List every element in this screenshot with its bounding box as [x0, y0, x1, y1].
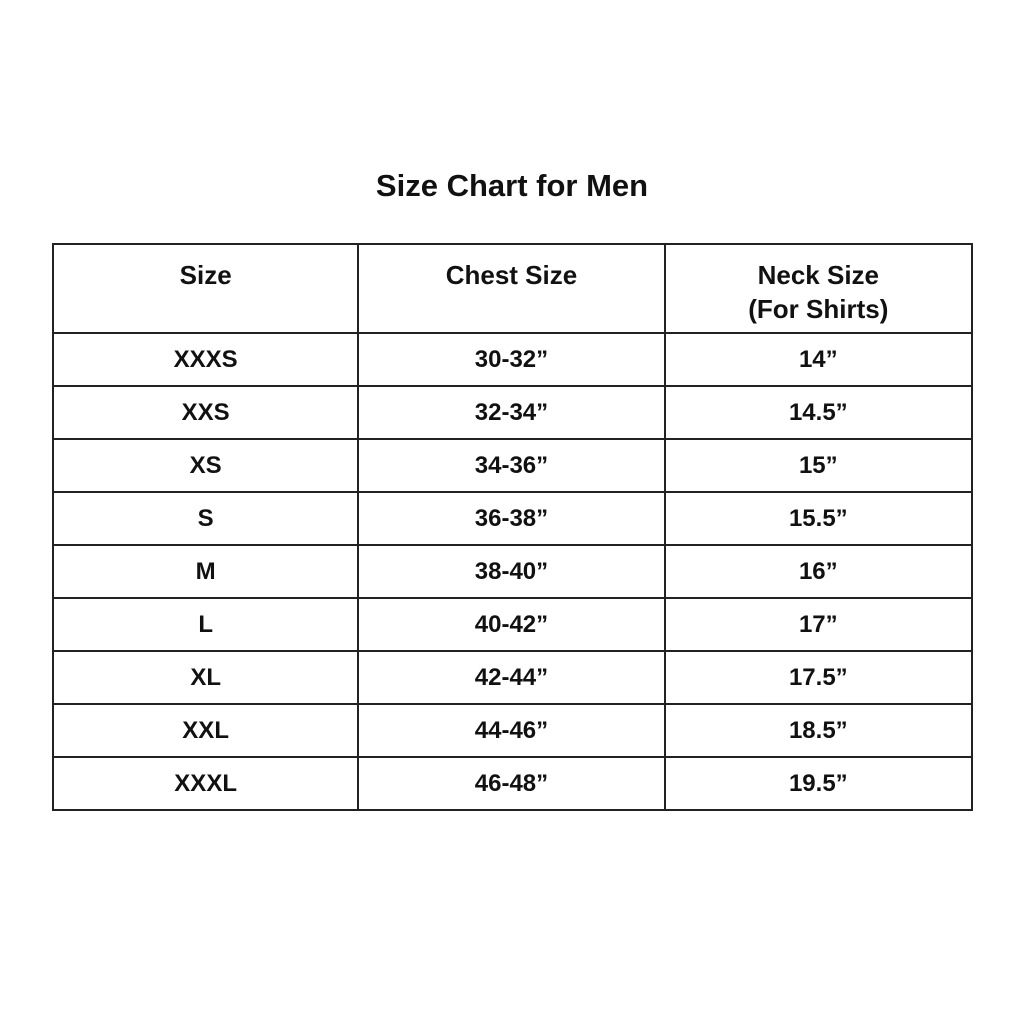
size-chart-table: Size Chest Size Neck Size (For Shirts) X…: [51, 243, 974, 811]
neck-size-cell: 15.5”: [663, 491, 974, 546]
header-neck-size-note: (For Shirts): [748, 294, 889, 324]
header-neck-size: Neck Size (For Shirts): [663, 243, 974, 334]
table-row: XL 42-44” 17.5”: [51, 650, 974, 705]
neck-size-cell: 16”: [663, 544, 974, 599]
header-size: Size: [51, 243, 360, 334]
table-row: M 38-40” 16”: [51, 544, 974, 599]
neck-size-cell: 19.5”: [663, 756, 974, 811]
neck-size-cell: 14.5”: [663, 385, 974, 440]
neck-size-cell: 15”: [663, 438, 974, 493]
size-cell: XXXL: [51, 756, 360, 811]
size-cell: XL: [51, 650, 360, 705]
chest-size-cell: 46-48”: [357, 756, 666, 811]
size-cell: M: [51, 544, 360, 599]
chest-size-cell: 30-32”: [357, 332, 666, 387]
table-row: XXXL 46-48” 19.5”: [51, 756, 974, 811]
table-row: XXS 32-34” 14.5”: [51, 385, 974, 440]
chest-size-cell: 42-44”: [357, 650, 666, 705]
chest-size-cell: 38-40”: [357, 544, 666, 599]
chest-size-cell: 36-38”: [357, 491, 666, 546]
chest-size-cell: 40-42”: [357, 597, 666, 652]
header-row: Size Chest Size Neck Size (For Shirts): [51, 243, 974, 334]
neck-size-cell: 17.5”: [663, 650, 974, 705]
table-row: XXXS 30-32” 14”: [51, 332, 974, 387]
size-cell: XXS: [51, 385, 360, 440]
neck-size-cell: 14”: [663, 332, 974, 387]
header-neck-size-label: Neck Size: [757, 260, 880, 290]
neck-size-cell: 18.5”: [663, 703, 974, 758]
table-row: S 36-38” 15.5”: [51, 491, 974, 546]
table-row: L 40-42” 17”: [51, 597, 974, 652]
page-title: Size Chart for Men: [375, 168, 649, 203]
table-row: XS 34-36” 15”: [51, 438, 974, 493]
header-chest-size: Chest Size: [357, 243, 666, 334]
size-cell: XS: [51, 438, 360, 493]
chest-size-cell: 44-46”: [357, 703, 666, 758]
chest-size-cell: 32-34”: [357, 385, 666, 440]
neck-size-cell: 17”: [663, 597, 974, 652]
size-cell: L: [51, 597, 360, 652]
size-cell: S: [51, 491, 360, 546]
table-row: XXL 44-46” 18.5”: [51, 703, 974, 758]
chest-size-cell: 34-36”: [357, 438, 666, 493]
size-cell: XXL: [51, 703, 360, 758]
size-cell: XXXS: [51, 332, 360, 387]
